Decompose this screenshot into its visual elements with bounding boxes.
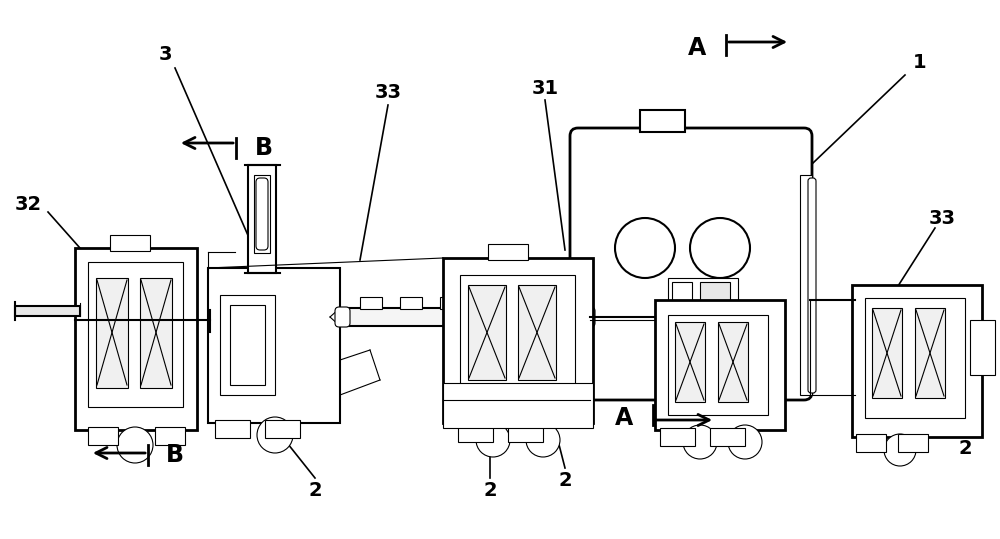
Bar: [458, 424, 493, 442]
Bar: [672, 282, 692, 367]
Bar: [640, 110, 685, 132]
Text: 2: 2: [558, 471, 572, 489]
Bar: [15, 306, 80, 316]
Bar: [970, 320, 995, 375]
Text: B: B: [255, 136, 273, 160]
Bar: [215, 420, 250, 438]
Bar: [88, 427, 118, 445]
Circle shape: [117, 427, 153, 463]
Text: A: A: [615, 406, 633, 430]
Text: 2: 2: [483, 480, 497, 500]
Bar: [220, 295, 275, 395]
Bar: [668, 278, 738, 373]
Bar: [872, 308, 902, 398]
Text: 33: 33: [928, 209, 956, 227]
FancyBboxPatch shape: [580, 307, 595, 327]
Circle shape: [615, 218, 675, 278]
Bar: [155, 427, 185, 445]
Circle shape: [728, 425, 762, 459]
Bar: [208, 268, 340, 423]
FancyBboxPatch shape: [808, 178, 816, 393]
Bar: [898, 434, 928, 452]
Bar: [655, 300, 785, 430]
Bar: [140, 278, 172, 388]
Bar: [248, 165, 276, 273]
Bar: [488, 244, 528, 260]
Circle shape: [476, 423, 510, 457]
Bar: [230, 305, 265, 385]
Bar: [443, 258, 593, 423]
FancyBboxPatch shape: [256, 178, 268, 250]
Bar: [668, 315, 768, 415]
Text: 1: 1: [913, 52, 927, 72]
Bar: [443, 383, 593, 428]
Bar: [660, 428, 695, 446]
Text: 31: 31: [531, 79, 559, 98]
Text: B: B: [166, 443, 184, 467]
Bar: [265, 420, 300, 438]
Circle shape: [690, 218, 750, 278]
Circle shape: [257, 417, 293, 453]
Text: 2: 2: [308, 480, 322, 500]
Bar: [75, 248, 197, 430]
Text: 3: 3: [158, 45, 172, 65]
Bar: [468, 285, 506, 380]
Circle shape: [683, 425, 717, 459]
Bar: [254, 175, 270, 253]
Bar: [800, 175, 812, 395]
Bar: [480, 297, 502, 309]
Bar: [460, 275, 575, 400]
Bar: [915, 308, 945, 398]
Circle shape: [526, 423, 560, 457]
Bar: [852, 285, 982, 437]
Bar: [110, 235, 150, 251]
Bar: [88, 262, 183, 407]
Bar: [96, 278, 128, 388]
Bar: [340, 308, 585, 326]
Bar: [508, 424, 543, 442]
Bar: [400, 297, 422, 309]
Bar: [700, 282, 730, 367]
Bar: [865, 298, 965, 418]
Bar: [520, 297, 542, 309]
Bar: [360, 297, 382, 309]
Bar: [710, 428, 745, 446]
Bar: [718, 322, 748, 402]
Text: A: A: [688, 36, 706, 60]
FancyBboxPatch shape: [570, 128, 812, 400]
Bar: [518, 285, 556, 380]
Bar: [440, 297, 462, 309]
Text: 33: 33: [374, 82, 402, 101]
Text: 32: 32: [14, 196, 42, 215]
Bar: [675, 322, 705, 402]
Bar: [856, 434, 886, 452]
Circle shape: [884, 434, 916, 466]
Text: 2: 2: [958, 439, 972, 458]
FancyBboxPatch shape: [335, 307, 350, 327]
